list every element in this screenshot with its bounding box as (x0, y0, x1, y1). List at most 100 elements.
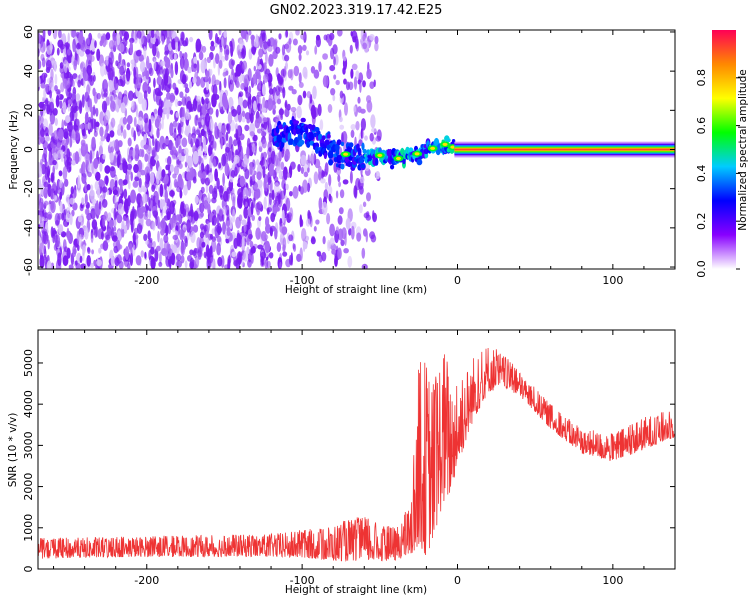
heatmap-cell (336, 139, 342, 146)
heatmap-cell (233, 154, 240, 164)
heatmap-cell (65, 212, 71, 223)
heatmap-cell (349, 44, 353, 54)
heatmap-cell (179, 91, 184, 98)
spectrogram-y-tick-label: -20 (22, 180, 35, 198)
heatmap-cell (271, 103, 277, 111)
heatmap-cell (285, 183, 289, 191)
heatmap-cell (143, 46, 147, 60)
heatmap-cell (189, 261, 195, 269)
heatmap-cell (338, 207, 344, 215)
heatmap-cell (179, 50, 183, 59)
heatmap-cell (161, 116, 164, 130)
heatmap-cell (256, 171, 262, 181)
heatmap-cell (348, 142, 354, 148)
heatmap-cell (265, 51, 268, 65)
heatmap-cell (252, 73, 257, 85)
heatmap-cell (161, 35, 165, 45)
heatmap-cell (260, 251, 267, 259)
heatmap-cell (241, 219, 247, 226)
heatmap-cell (446, 138, 451, 143)
heatmap-cell (390, 164, 395, 170)
heatmap-cell (51, 174, 54, 183)
heatmap-cell (148, 62, 153, 75)
heatmap-cell (183, 58, 189, 71)
heatmap-cell (343, 152, 349, 156)
heatmap-cell (71, 129, 76, 144)
heatmap-cell (236, 104, 242, 116)
heatmap-cell (318, 171, 322, 181)
heatmap-cell (152, 210, 158, 217)
heatmap-cell (194, 114, 198, 127)
heatmap-cell (140, 185, 146, 192)
heatmap-cell (68, 264, 74, 269)
heatmap-cell (193, 56, 198, 65)
heatmap-cell (190, 230, 196, 243)
heatmap-cell (79, 50, 85, 57)
heatmap-cell (175, 111, 179, 118)
heatmap-cell (159, 251, 162, 264)
heatmap-cell (161, 217, 166, 232)
heatmap-cell (226, 226, 231, 237)
heatmap-cell (199, 202, 205, 213)
heatmap-cell (177, 135, 181, 146)
heatmap-cell (83, 72, 89, 82)
heatmap-cell (133, 66, 137, 78)
heatmap-cell (119, 184, 123, 194)
heatmap-cell (248, 233, 253, 240)
heatmap-cell (359, 176, 365, 184)
heatmap-cell (193, 63, 197, 69)
heatmap-cell (248, 85, 252, 95)
heatmap-cell (350, 124, 356, 130)
heatmap-cell (127, 90, 134, 101)
heatmap-cell (102, 79, 108, 93)
heatmap-cell (184, 52, 188, 60)
heatmap-cell (143, 144, 149, 150)
heatmap-cell (122, 179, 128, 186)
heatmap-cell (143, 113, 149, 124)
heatmap-cell (266, 207, 270, 215)
heatmap-cell (262, 83, 266, 96)
heatmap-cell (375, 158, 379, 166)
heatmap-cell (172, 244, 177, 254)
heatmap-cell (195, 95, 201, 102)
heatmap-cell (262, 117, 268, 123)
heatmap-cell (195, 76, 201, 87)
heatmap-cell (74, 151, 80, 165)
heatmap-cell (59, 180, 63, 188)
heatmap-cell (212, 155, 219, 167)
heatmap-cell (50, 141, 54, 149)
heatmap-cell (53, 61, 57, 72)
heatmap-cell (110, 166, 115, 172)
heatmap-cell (224, 54, 229, 61)
heatmap-cell (163, 72, 169, 86)
heatmap-cell (184, 161, 188, 168)
heatmap-cell (238, 96, 244, 106)
heatmap-cell (38, 202, 44, 212)
heatmap-cell (354, 186, 358, 199)
heatmap-cell (109, 130, 115, 138)
heatmap-cell (290, 252, 293, 266)
heatmap-cell (351, 63, 358, 70)
heatmap-cell (312, 85, 317, 100)
heatmap-cell (113, 219, 117, 228)
heatmap-cell (63, 154, 69, 167)
heatmap-cell (244, 78, 248, 88)
heatmap-cell (88, 116, 92, 123)
heatmap-cell (252, 159, 256, 171)
heatmap-cell (113, 155, 117, 163)
heatmap-cell (227, 123, 231, 135)
heatmap-cell (43, 147, 48, 160)
heatmap-cell (168, 256, 172, 269)
heatmap-cell (362, 148, 367, 154)
heatmap-cell (349, 170, 353, 184)
heatmap-cell (375, 135, 382, 142)
heatmap-cell (143, 90, 148, 101)
heatmap-cell (329, 32, 335, 41)
heatmap-cell (156, 127, 160, 139)
heatmap-cell (251, 45, 257, 55)
heatmap-cell (293, 65, 300, 77)
heatmap-cell (335, 79, 340, 86)
heatmap-cell (306, 91, 311, 99)
heatmap-cell (40, 82, 46, 89)
heatmap-cell (117, 244, 123, 250)
